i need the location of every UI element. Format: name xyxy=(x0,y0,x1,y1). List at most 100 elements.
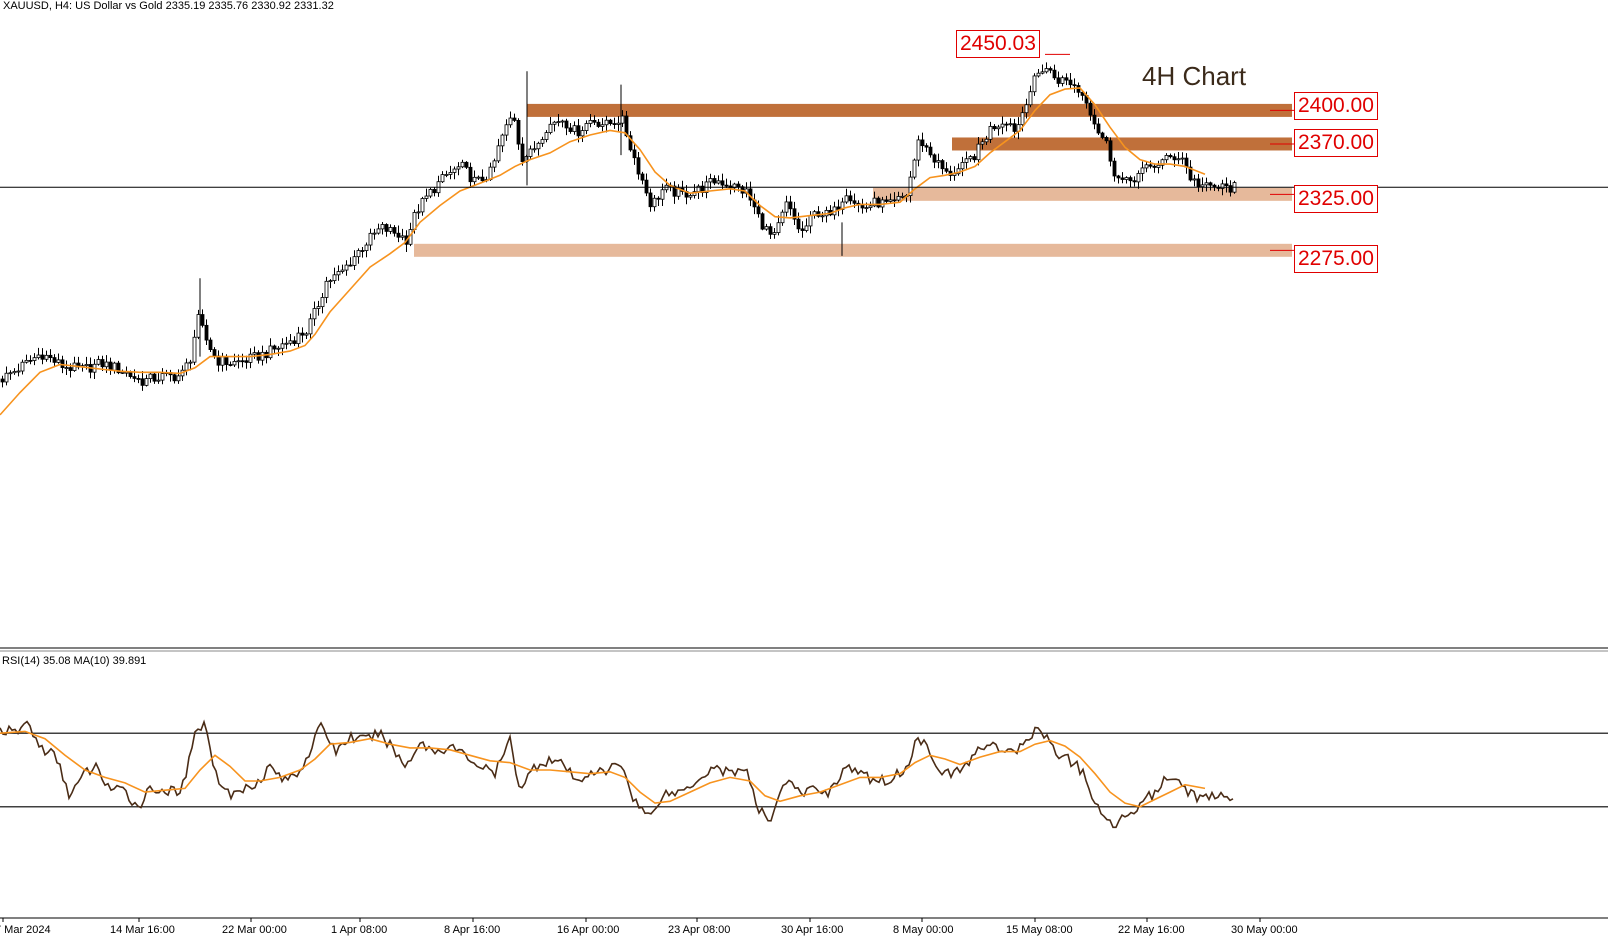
candle-up xyxy=(188,361,193,364)
candle-up xyxy=(716,180,721,184)
candle xyxy=(32,353,37,366)
candle xyxy=(116,360,121,375)
candle xyxy=(1136,170,1141,189)
moving-average-layer xyxy=(0,87,1206,416)
candle xyxy=(44,350,49,362)
x-tick-label: 15 May 08:00 xyxy=(1006,924,1073,936)
candle xyxy=(920,132,925,153)
candle xyxy=(440,171,445,183)
candle xyxy=(876,196,881,209)
candle xyxy=(628,131,633,152)
candle-down xyxy=(576,125,581,137)
candle xyxy=(312,301,317,326)
candle xyxy=(588,114,593,128)
candle xyxy=(808,211,813,234)
candle xyxy=(1004,121,1009,132)
candle-down xyxy=(244,360,249,363)
candle-up xyxy=(556,121,561,124)
candle xyxy=(356,248,361,264)
candle-up xyxy=(936,160,941,163)
candle xyxy=(612,117,617,129)
candle-up xyxy=(296,332,301,345)
candle xyxy=(1068,73,1073,90)
candle xyxy=(228,361,233,367)
candle-up xyxy=(496,145,501,162)
candle xyxy=(328,279,333,289)
candle xyxy=(844,188,849,204)
zone-2275.00 xyxy=(414,243,1292,257)
zone-label-2370: 2370.00 xyxy=(1294,129,1378,157)
candle xyxy=(900,192,905,199)
candle-up xyxy=(1160,159,1165,166)
candle-down xyxy=(768,226,773,235)
candle xyxy=(804,218,809,233)
candle-up xyxy=(508,117,513,126)
candle-down xyxy=(1152,165,1157,168)
candle-up xyxy=(8,372,13,375)
candle xyxy=(984,135,989,146)
candle xyxy=(432,187,437,197)
candle-up xyxy=(1124,177,1129,180)
candle-up xyxy=(1220,183,1225,189)
candle-up xyxy=(584,123,589,131)
candle xyxy=(1180,152,1185,165)
candle-up xyxy=(336,271,341,276)
candle xyxy=(1024,98,1029,119)
candle-up xyxy=(980,141,985,145)
x-tick-label: 1 Apr 08:00 xyxy=(331,924,387,936)
candle-down xyxy=(228,364,233,366)
candle-up xyxy=(344,264,349,271)
candle xyxy=(1228,180,1233,197)
candle-down xyxy=(200,314,205,326)
candle-up xyxy=(976,143,981,161)
candle-down xyxy=(788,201,793,210)
candle xyxy=(140,370,145,391)
candle-down xyxy=(40,354,45,360)
candle xyxy=(836,199,841,217)
candle xyxy=(976,137,981,166)
zone-label-2275: 2275.00 xyxy=(1294,245,1378,273)
rsi-panel xyxy=(0,647,1608,829)
candle-down xyxy=(1092,114,1097,125)
candle xyxy=(12,368,17,375)
candle xyxy=(468,162,473,188)
candle-up xyxy=(184,362,189,371)
candle-down xyxy=(1068,79,1073,86)
x-tick-label: 8 Apr 16:00 xyxy=(444,924,500,936)
candle-down xyxy=(1228,185,1233,193)
candle-up xyxy=(20,361,25,372)
candle-down xyxy=(1224,183,1229,187)
candle xyxy=(504,119,509,141)
candle xyxy=(208,337,213,352)
candle-down xyxy=(132,376,137,379)
candle xyxy=(168,369,173,382)
candle xyxy=(184,358,189,376)
candle-down xyxy=(636,157,641,175)
candle-up xyxy=(868,205,873,209)
candle xyxy=(1080,90,1085,101)
candle xyxy=(912,158,917,180)
candle-up xyxy=(600,124,605,127)
candle xyxy=(1112,157,1117,182)
candle xyxy=(688,193,693,200)
candle-down xyxy=(884,199,889,202)
candle-up xyxy=(500,134,505,147)
candle-layer xyxy=(0,62,1237,391)
candle xyxy=(464,161,469,170)
candle-up xyxy=(332,274,337,282)
candle xyxy=(600,118,605,132)
candle xyxy=(1100,131,1105,140)
candle xyxy=(800,221,805,238)
candle-up xyxy=(908,176,913,196)
candle-down xyxy=(1196,178,1201,188)
candle-down xyxy=(300,332,305,336)
rsi-ma-line xyxy=(0,730,1206,808)
candle xyxy=(424,188,429,202)
candle xyxy=(1156,160,1161,174)
candle-down xyxy=(1120,177,1125,180)
candle-down xyxy=(152,373,157,382)
candle xyxy=(720,173,725,190)
candle xyxy=(1108,137,1113,167)
candle xyxy=(700,180,705,197)
